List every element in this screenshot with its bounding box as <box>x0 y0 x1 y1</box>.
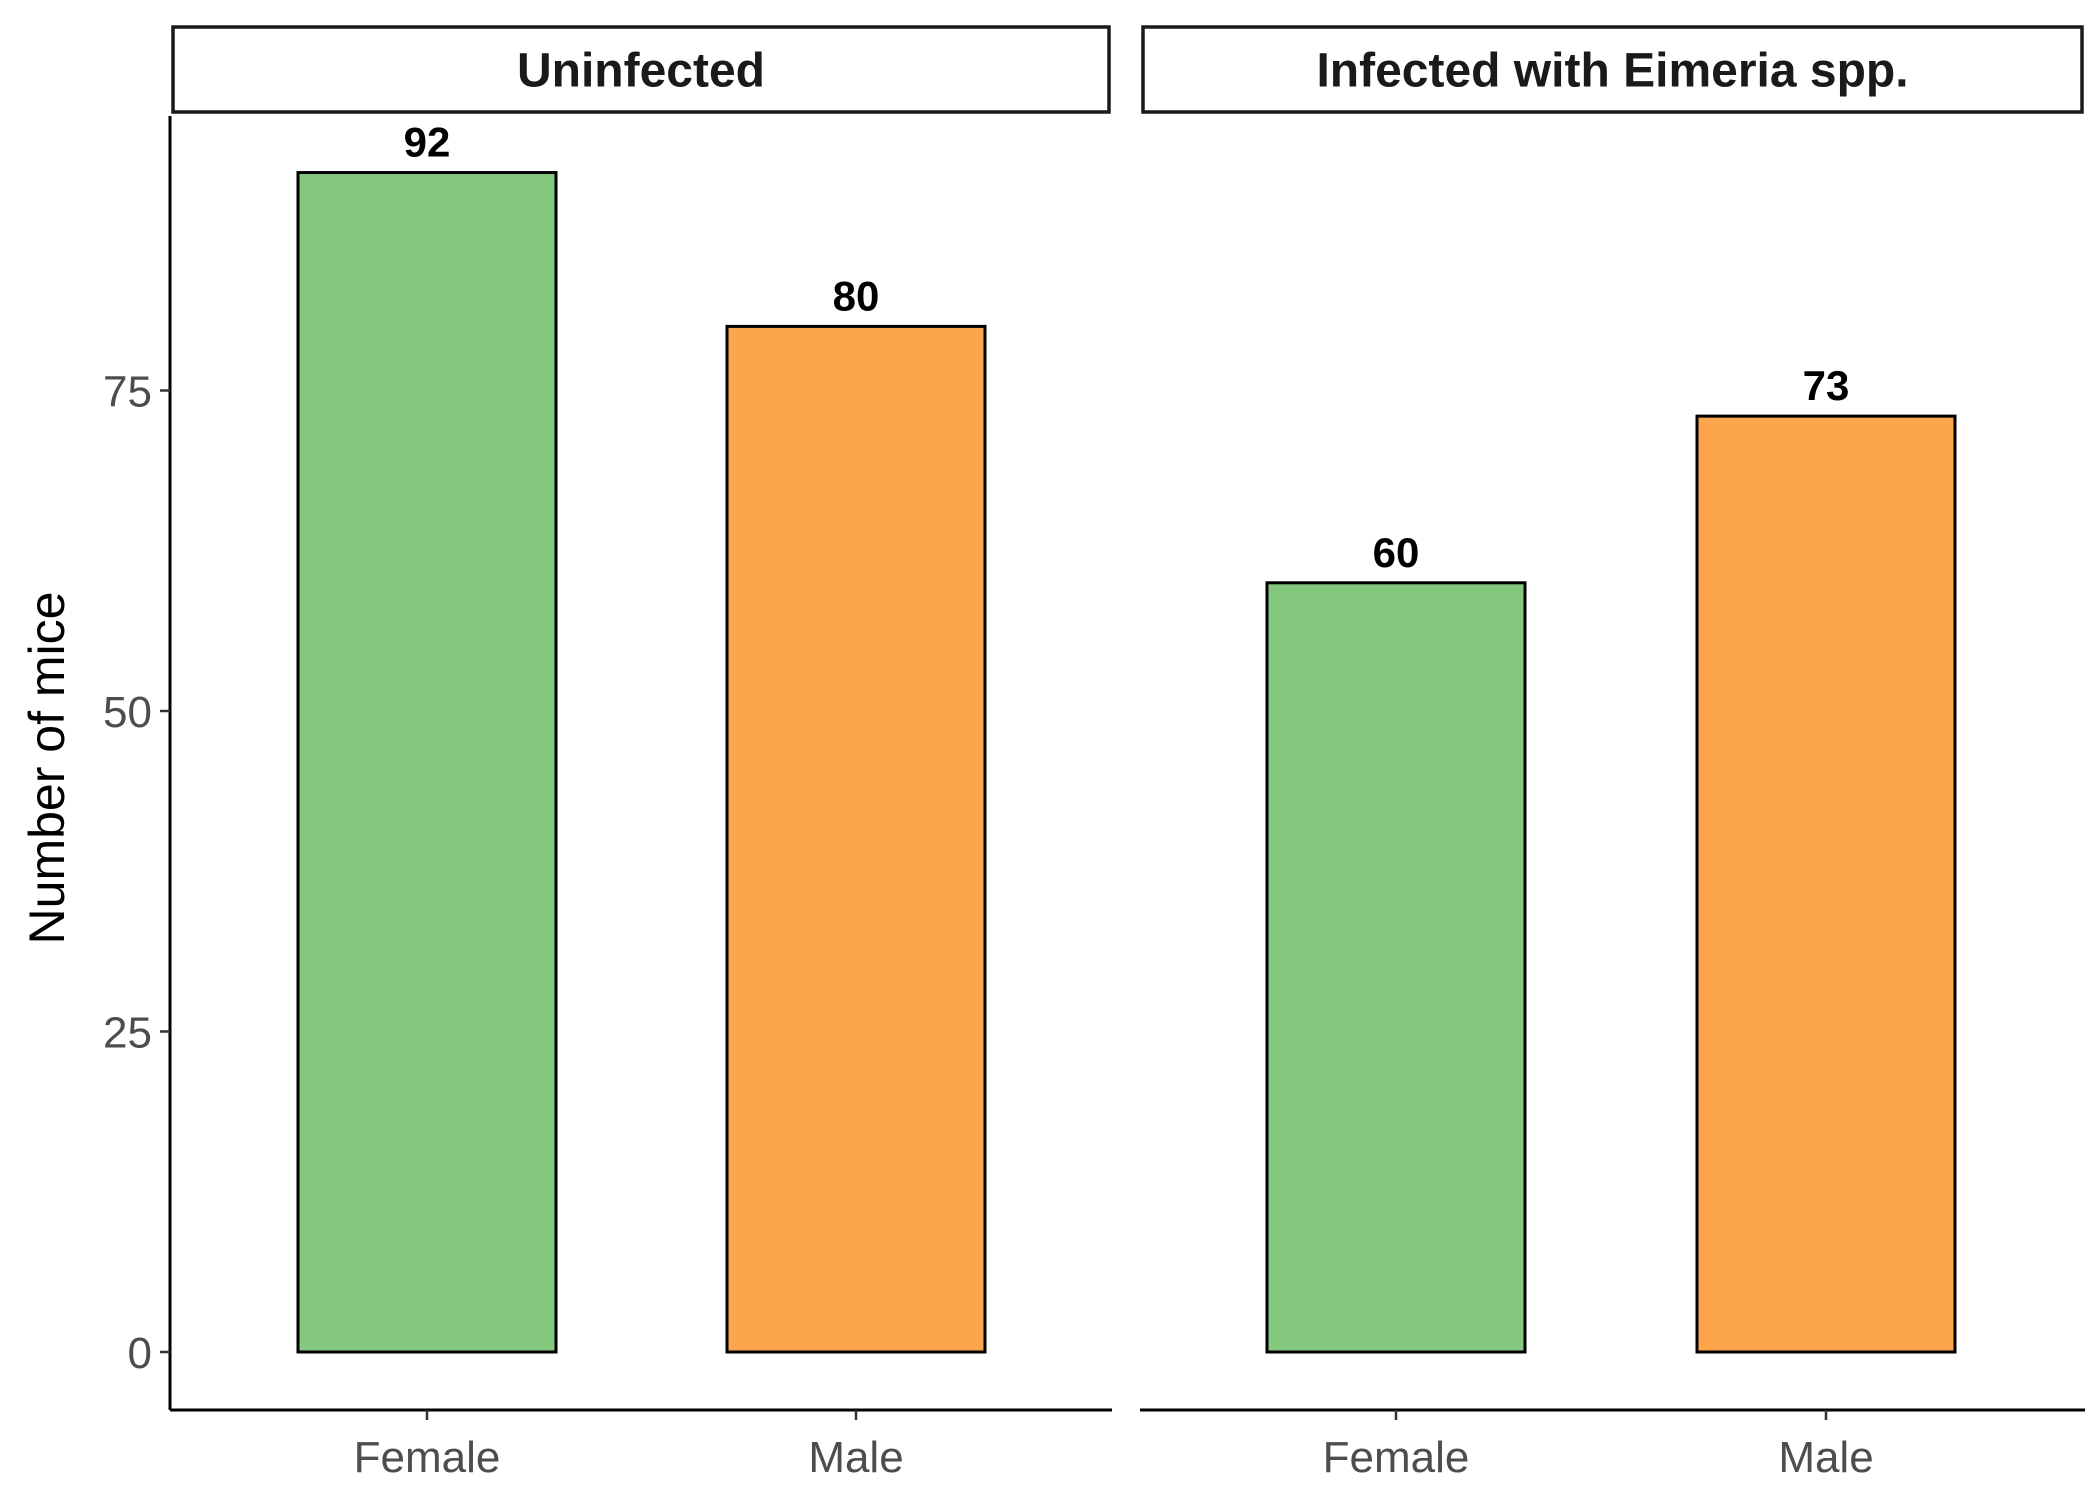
panel-title: Infected with Eimeria spp. <box>1316 45 1908 98</box>
panel: Infected with Eimeria spp. 60 Female 73 Male <box>1140 25 2085 1482</box>
y-tick-label: 25 <box>103 1009 152 1058</box>
panel-strip <box>171 25 1111 114</box>
x-tick-label: Female <box>1323 1433 1470 1482</box>
bar-female <box>1265 581 1527 1354</box>
panel: Uninfected 92 Female 80 Male <box>170 25 1112 1482</box>
bar-male <box>725 324 987 1354</box>
panel-title: Uninfected <box>517 45 765 98</box>
bar-value-label: 73 <box>1803 362 1850 409</box>
x-tick-label: Male <box>1778 1433 1873 1482</box>
bar-value-label: 60 <box>1373 529 1420 576</box>
panel-strip <box>1141 25 2084 114</box>
y-axis: 0 25 50 75 <box>103 116 172 1410</box>
x-tick-label: Male <box>808 1433 903 1482</box>
bar-female <box>296 171 558 1354</box>
y-tick-label: 0 <box>128 1329 152 1378</box>
y-axis-title: Number of mice <box>19 592 75 945</box>
y-tick-label: 50 <box>103 688 152 737</box>
y-tick-label: 75 <box>103 368 152 417</box>
bar-value-label: 92 <box>404 119 451 166</box>
bar-value-label: 80 <box>833 272 880 319</box>
x-tick-label: Female <box>354 1433 501 1482</box>
bar-male <box>1695 414 1957 1354</box>
